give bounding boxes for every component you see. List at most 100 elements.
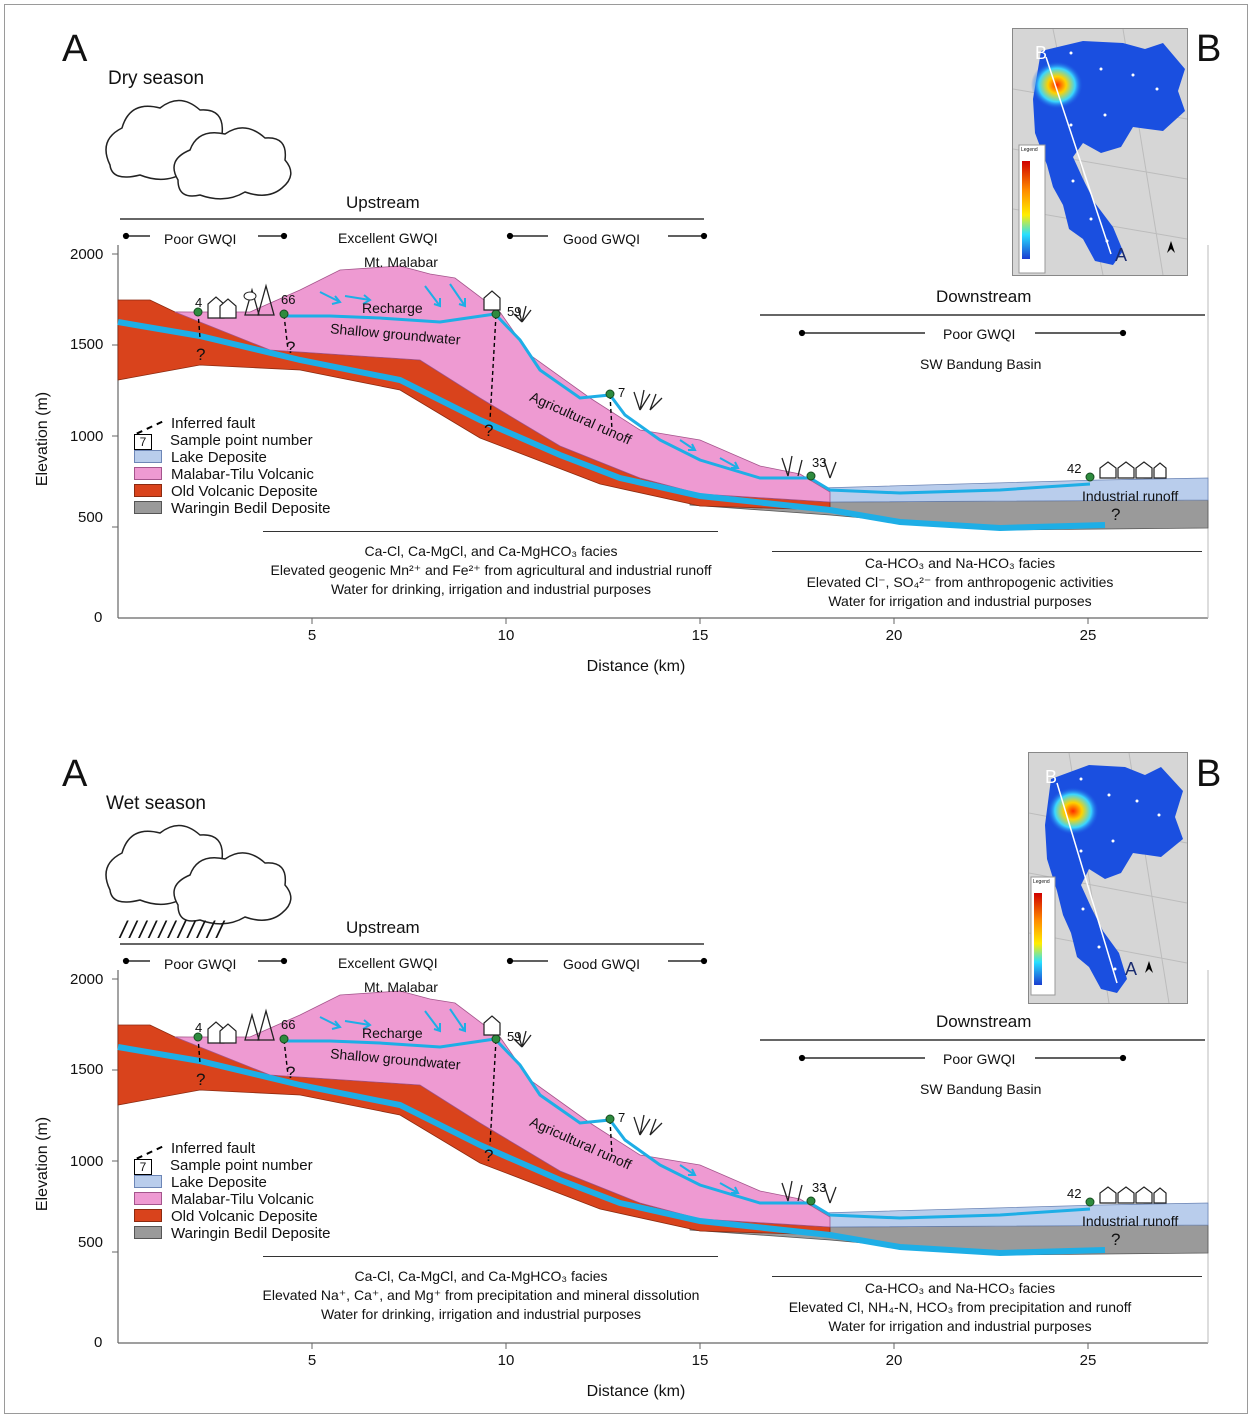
cloud-icon bbox=[105, 99, 292, 200]
fault-unknown-marker: ? bbox=[196, 1070, 206, 1089]
sample-point-59: 59 bbox=[507, 1029, 522, 1044]
y-tick-label: 500 bbox=[78, 1234, 104, 1251]
x-tick-label: 20 bbox=[885, 627, 903, 644]
house-icon bbox=[207, 1015, 1167, 1204]
rain-marks: /////////// bbox=[120, 917, 227, 944]
x-tick-label: 5 bbox=[307, 627, 317, 644]
panel-label-a: A bbox=[62, 753, 88, 795]
downstream-label: Downstream bbox=[936, 1012, 1032, 1031]
sample-point-dots bbox=[193, 307, 1095, 482]
panel-label-b: B bbox=[1196, 753, 1222, 795]
x-ticks bbox=[311, 1343, 1089, 1349]
legend-inferred-fault: Inferred fault bbox=[133, 414, 255, 435]
color-scale bbox=[1022, 161, 1030, 259]
legend-sample-point: 7 Sample point number bbox=[134, 1157, 313, 1175]
y-ticks bbox=[112, 253, 118, 528]
legend-old-volcanic: Old Volcanic Deposite bbox=[134, 1208, 318, 1225]
gwqi-markers bbox=[122, 232, 1127, 337]
cross-section-svg bbox=[105, 824, 1209, 1349]
tree-icon bbox=[244, 1008, 837, 1204]
cross-section-svg bbox=[105, 99, 1209, 624]
inferred-fault-lines bbox=[197, 1036, 613, 1156]
x-tick-label: 25 bbox=[1079, 1352, 1097, 1369]
hotspot bbox=[1047, 787, 1099, 835]
north-arrow-icon bbox=[1167, 241, 1175, 253]
transect-point-b: B bbox=[1035, 43, 1048, 63]
map-legend-title: Legend bbox=[1021, 147, 1038, 153]
upstream-note: Elevated Na⁺, Ca⁺, and Mg⁺ from precipit… bbox=[262, 1287, 700, 1303]
notes-rule-down bbox=[772, 551, 1202, 552]
fault-unknown-marker: ? bbox=[1111, 505, 1121, 524]
legend-inferred-fault: Inferred fault bbox=[133, 1139, 255, 1160]
legend-malabar-tilu: Malabar-Tilu Volcanic bbox=[134, 466, 314, 483]
location-map-inset: B A Legend bbox=[1012, 28, 1188, 276]
legend-malabar-tilu: Malabar-Tilu Volcanic bbox=[134, 1191, 314, 1208]
legend-lake-deposit: Lake Deposite bbox=[134, 1174, 267, 1191]
y-ticks bbox=[112, 978, 118, 1253]
numbered-box-swatch: 7 bbox=[134, 1159, 152, 1175]
notes-rule-down bbox=[772, 1276, 1202, 1277]
fault-unknown-marker: ? bbox=[484, 421, 494, 440]
season-title: Wet season bbox=[106, 793, 206, 814]
panel-label-b: B bbox=[1196, 28, 1222, 70]
sample-point-42: 42 bbox=[1067, 1186, 1082, 1201]
recharge-label: Recharge bbox=[362, 1025, 423, 1041]
x-tick-label: 5 bbox=[307, 1352, 317, 1369]
x-tick-label: 20 bbox=[885, 1352, 903, 1369]
sample-point-33: 33 bbox=[812, 455, 827, 470]
season-title: Dry season bbox=[108, 68, 205, 89]
upstream-note: Elevated geogenic Mn²⁺ and Fe²⁺ from agr… bbox=[270, 562, 712, 578]
old-volcanic-swatch bbox=[134, 484, 162, 497]
hotspot bbox=[1031, 61, 1083, 109]
y-tick-label: 1000 bbox=[70, 1153, 104, 1170]
sample-point-4: 4 bbox=[195, 1020, 203, 1035]
basin-label: SW Bandung Basin bbox=[920, 1081, 1042, 1097]
y-tick-label: 0 bbox=[94, 609, 103, 626]
x-axis-title: Distance (km) bbox=[586, 1383, 686, 1400]
lake-swatch bbox=[134, 1175, 162, 1188]
inferred-fault-lines bbox=[197, 311, 613, 431]
upstream-note: Water for drinking, irrigation and indus… bbox=[320, 1306, 642, 1322]
sample-point-66: 66 bbox=[281, 1017, 296, 1032]
x-tick-label: 10 bbox=[497, 1352, 515, 1369]
legend-waringin-bedil: Waringin Bedil Deposite bbox=[134, 1225, 331, 1242]
wet-season-panel: A Wet season /////////// Upstream Poor G… bbox=[0, 725, 1252, 1425]
gwqi-poor-upstream: Poor GWQI bbox=[164, 231, 237, 247]
x-ticks bbox=[311, 618, 1089, 624]
y-axis-title: Elevation (m) bbox=[34, 391, 52, 487]
upstream-note: Ca-Cl, Ca-MgCl, and Ca-MgHCO₃ facies bbox=[364, 543, 618, 559]
color-scale bbox=[1034, 893, 1042, 985]
volcanic-swatch bbox=[134, 1192, 162, 1205]
x-axis-title: Distance (km) bbox=[586, 658, 686, 675]
recharge-label: Recharge bbox=[362, 300, 423, 316]
sample-point-4: 4 bbox=[195, 295, 203, 310]
deep-groundwater-line bbox=[117, 1044, 1106, 1257]
sample-point-7: 7 bbox=[618, 1110, 626, 1125]
cloud-icon bbox=[105, 824, 292, 925]
fault-unknown-marker: ? bbox=[1111, 1230, 1121, 1249]
transect-point-a: A bbox=[1115, 245, 1128, 265]
basin-label: SW Bandung Basin bbox=[920, 356, 1042, 372]
sample-point-33: 33 bbox=[812, 1180, 827, 1195]
gwqi-excellent: Excellent GWQI bbox=[338, 955, 438, 971]
gwqi-poor-downstream: Poor GWQI bbox=[943, 326, 1016, 342]
map-legend-title: Legend bbox=[1033, 879, 1050, 885]
north-arrow-icon bbox=[1145, 961, 1153, 973]
gwqi-poor-downstream: Poor GWQI bbox=[943, 1051, 1016, 1067]
sample-dots bbox=[1079, 777, 1161, 971]
gwqi-good: Good GWQI bbox=[563, 231, 641, 247]
downstream-note: Water for irrigation and industrial purp… bbox=[828, 593, 1092, 609]
downstream-note: Elevated Cl, NH₄-N, HCO₃ from precipitat… bbox=[788, 1299, 1132, 1315]
shallow-groundwater-line bbox=[282, 1037, 1091, 1220]
x-tick-label: 25 bbox=[1079, 627, 1097, 644]
industrial-runoff-label: Industrial runoff bbox=[1082, 1213, 1179, 1229]
upstream-note: Ca-Cl, Ca-MgCl, and Ca-MgHCO₃ facies bbox=[354, 1268, 608, 1284]
waringin-swatch bbox=[134, 501, 162, 514]
downstream-note: Ca-HCO₃ and Na-HCO₃ facies bbox=[864, 555, 1056, 571]
x-tick-label: 10 bbox=[497, 627, 515, 644]
legend-lake-deposit: Lake Deposite bbox=[134, 449, 267, 466]
legend-sample-point: 7 Sample point number bbox=[134, 432, 313, 450]
downstream-note: Water for irrigation and industrial purp… bbox=[828, 1318, 1092, 1334]
fault-unknown-marker: ? bbox=[286, 1063, 296, 1082]
dry-season-panel: A Dry season Upstream Poor GWQI Excellen… bbox=[0, 0, 1252, 700]
